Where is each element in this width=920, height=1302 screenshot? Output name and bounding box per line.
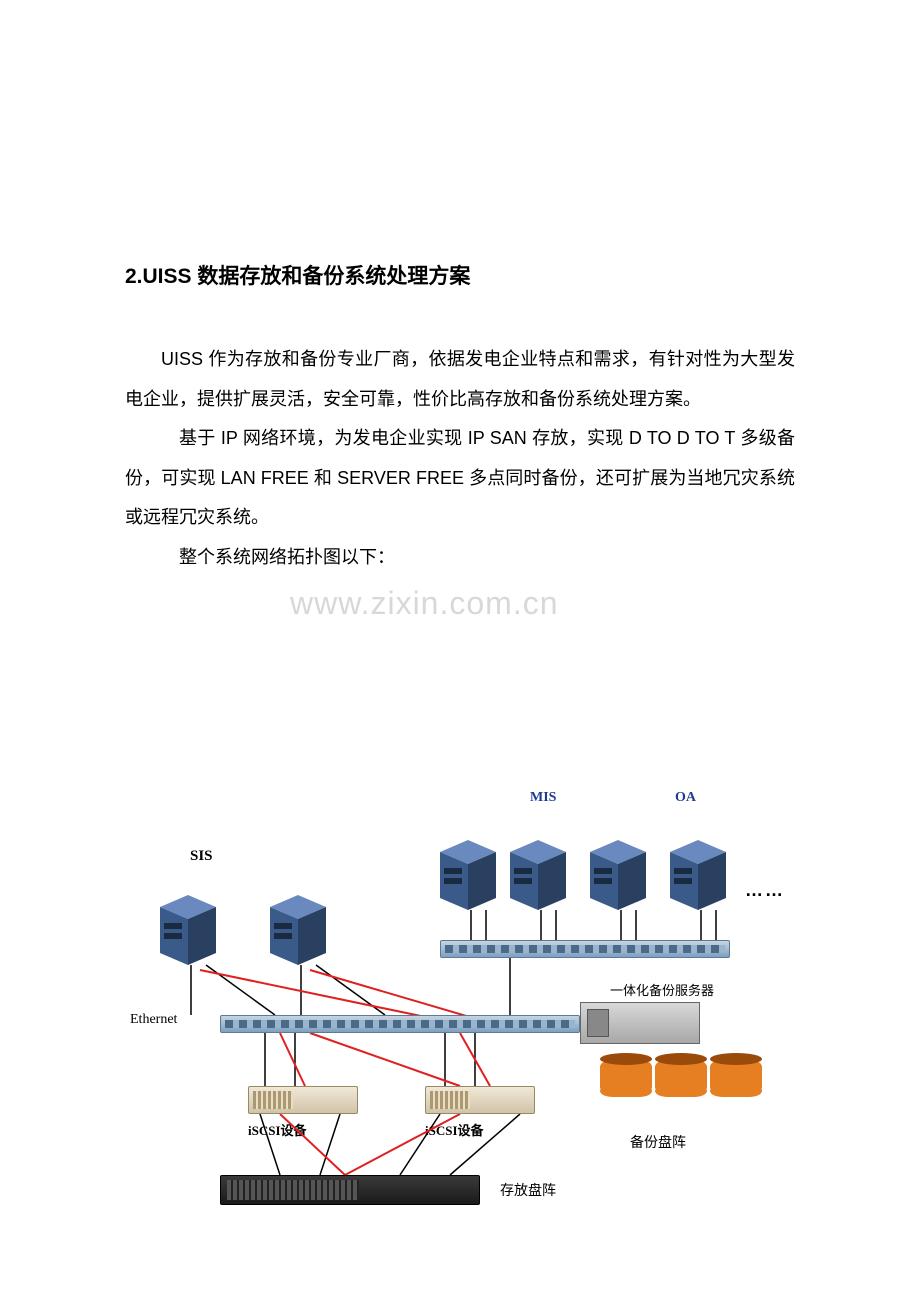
network-topology-diagram: SIS MIS OA Ethernet 一体化备份服务器 iSCSI设备 iSC… bbox=[130, 780, 800, 1280]
server-sis-1 bbox=[160, 895, 222, 965]
watermark-text: www.zixin.com.cn bbox=[290, 585, 559, 622]
backup-server-box bbox=[580, 1002, 700, 1044]
server-right-2 bbox=[510, 840, 572, 910]
section-heading: 2.UISS 数据存放和备份系统处理方案 bbox=[125, 260, 795, 290]
label-ethernet: Ethernet bbox=[130, 1012, 177, 1028]
iscsi-device-2 bbox=[425, 1086, 535, 1114]
paragraph-1: UISS 作为存放和备份专业厂商，依据发电企业特点和需求，有针对性为大型发电企业… bbox=[125, 340, 795, 419]
server-right-3 bbox=[590, 840, 652, 910]
backup-disk-2 bbox=[655, 1085, 707, 1097]
label-iscsi-1: iSCSI设备 bbox=[248, 1120, 307, 1139]
server-right-4 bbox=[670, 840, 732, 910]
paragraph-2: 基于 IP 网络环境，为发电企业实现 IP SAN 存放，实现 D TO D T… bbox=[125, 419, 795, 538]
label-oa: OA bbox=[675, 790, 696, 806]
label-sis: SIS bbox=[190, 848, 213, 865]
label-backup-array: 备份盘阵 bbox=[630, 1132, 686, 1152]
backup-disk-3 bbox=[710, 1085, 762, 1097]
label-storage-array: 存放盘阵 bbox=[500, 1180, 556, 1200]
backup-disk-1 bbox=[600, 1085, 652, 1097]
paragraph-3: 整个系统网络拓扑图以下： bbox=[125, 538, 795, 578]
label-ellipsis: …… bbox=[745, 880, 785, 901]
iscsi-device-1 bbox=[248, 1086, 358, 1114]
label-iscsi-2: iSCSI设备 bbox=[425, 1120, 484, 1139]
server-sis-2 bbox=[270, 895, 332, 965]
server-right-1 bbox=[440, 840, 502, 910]
label-backup-server: 一体化备份服务器 bbox=[610, 980, 714, 999]
label-mis: MIS bbox=[530, 790, 556, 806]
switch-upper bbox=[440, 940, 730, 958]
switch-main bbox=[220, 1015, 580, 1033]
storage-rack bbox=[220, 1175, 480, 1205]
